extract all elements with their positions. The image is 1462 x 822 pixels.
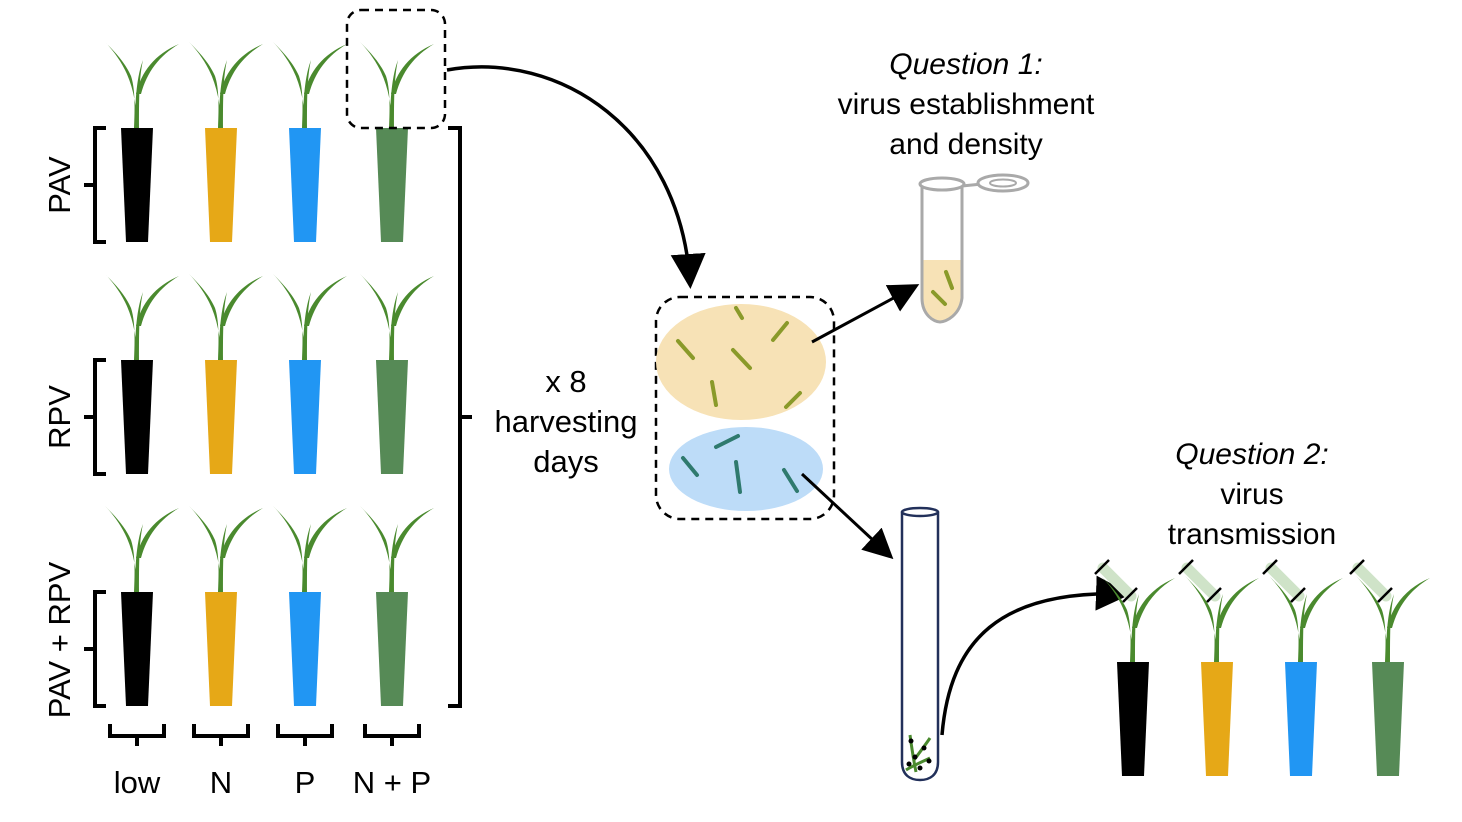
question2-title: Question 2: [1175,438,1328,471]
plant-icon [273,42,347,128]
plant-icon [105,274,179,360]
potted-plant-low [105,274,179,474]
plant-icon [360,274,434,360]
bracket-icon [363,724,421,746]
plant-icon [189,506,263,592]
leaf-fragments-blue [681,434,799,494]
potted-plant-n [189,42,263,242]
treatment-label-low: low [114,765,161,800]
plant-icon [273,274,347,360]
arrow-icon [446,65,706,289]
plant-icon [105,506,179,592]
pot-icon [1117,662,1149,776]
group-label-rpv: RPV [42,385,77,449]
harvest-days-text: days [533,444,598,479]
bracket-icon [84,590,106,708]
pot-icon [1372,662,1404,776]
treatment-label-p: P [295,765,316,800]
pot-icon [205,592,237,706]
potted-plant-n [1185,576,1259,776]
plant-icon [105,42,179,128]
pot-icon [376,360,408,474]
plant-icon [360,42,434,128]
potted-plant-n [189,506,263,706]
plant-grid [105,42,434,706]
test-tube-icon [900,506,940,782]
pot-icon [121,360,153,474]
pot-icon [205,128,237,242]
dish-group-box [654,295,836,521]
treatment-label-np: N + P [353,765,431,800]
bracket-icon [276,724,334,746]
potted-plant-p [273,506,347,706]
question2-line2: transmission [1168,518,1336,551]
bracket-icon [448,126,472,708]
pot-icon [376,128,408,242]
question1-title: Question 1: [889,48,1042,81]
feeding-tube-icon [1349,559,1393,603]
treatment-label-n: N [210,765,232,800]
question1-line2: and density [889,128,1042,161]
pot-icon [121,128,153,242]
plant-icon [1185,576,1259,662]
question2-line1: virus [1220,478,1283,511]
pot-icon [1285,662,1317,776]
pot-icon [289,592,321,706]
plant-icon [1101,576,1175,662]
bracket-icon [192,724,250,746]
transmission-plants [1094,559,1430,776]
plant-icon [1269,576,1343,662]
plant-icon [360,506,434,592]
feeding-tube-icon [1094,559,1138,603]
potted-plant-low [105,506,179,706]
microcentrifuge-tube-icon [918,173,1030,324]
petri-dish-icon [656,304,826,420]
arrow-icon [811,284,920,344]
pot-icon [205,360,237,474]
petri-dish-icon [669,427,823,511]
pot-icon [376,592,408,706]
bracket-icon [108,724,166,746]
group-brackets [84,126,472,746]
plant-icon [1356,576,1430,662]
potted-plant-low [1101,576,1175,776]
bracket-icon [84,126,106,244]
plant-icon [189,274,263,360]
group-label-pav-rpv: PAV + RPV [42,561,77,718]
pot-icon [289,128,321,242]
potted-plant-p [273,274,347,474]
pot-icon [1201,662,1233,776]
potted-plant-np [360,274,434,474]
feeding-tube-icon [1262,559,1306,603]
potted-plant-p [1269,576,1343,776]
potted-plant-low [105,42,179,242]
question1-line1: virus establishment [838,88,1095,121]
bracket-icon [84,358,106,476]
harvest-count-text: x 8 [545,364,586,399]
harvest-label-text: harvesting [494,404,637,439]
pot-icon [289,360,321,474]
potted-plant-np [360,42,434,242]
pot-icon [121,592,153,706]
selected-plant-box [345,8,447,130]
leaf-fragments-yellow [676,306,802,409]
potted-plant-n [189,274,263,474]
potted-plant-np [360,506,434,706]
group-label-pav: PAV [42,156,77,214]
feeding-tube-icon [1178,559,1222,603]
potted-plant-np [1356,576,1430,776]
potted-plant-p [273,42,347,242]
plant-icon [189,42,263,128]
arrow-icon [800,472,894,560]
plant-icon [273,506,347,592]
arrow-icon [940,575,1131,736]
